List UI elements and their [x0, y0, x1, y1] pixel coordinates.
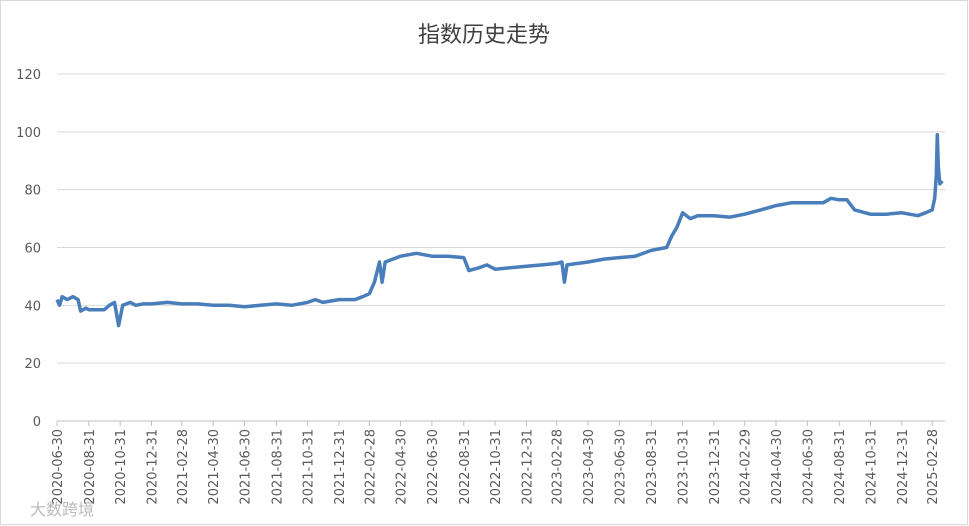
x-tick-label: 2024-10-31 [865, 429, 880, 505]
y-tick-label: 20 [24, 357, 41, 372]
y-tick-label: 100 [16, 126, 41, 141]
x-tick-label: 2023-12-31 [708, 429, 723, 505]
x-tick-label: 2020-08-31 [83, 429, 98, 505]
x-tick-label: 2020-10-31 [114, 429, 129, 505]
x-tick-label: 2022-06-30 [426, 429, 441, 505]
x-tick-label: 2023-02-28 [551, 429, 566, 505]
watermark: 大数跨境 [30, 500, 94, 519]
x-tick-label: 2021-12-31 [333, 429, 348, 505]
x-tick-label: 2024-06-30 [801, 429, 816, 505]
y-tick-label: 0 [33, 415, 41, 430]
x-tick-label: 2022-10-31 [489, 429, 504, 505]
x-tick-label: 2020-12-31 [146, 429, 161, 505]
x-tick-label: 2021-08-31 [270, 429, 285, 505]
x-tick-label: 2023-10-31 [677, 429, 692, 505]
x-tick-label: 2020-06-30 [51, 429, 66, 505]
x-tick-label: 2021-06-30 [238, 429, 253, 505]
x-tick-label: 2022-04-30 [395, 429, 410, 505]
y-tick-label: 60 [24, 242, 41, 257]
x-tick-label: 2022-08-31 [458, 429, 473, 505]
chart-title: 指数历史走势 [418, 23, 550, 48]
line-series [55, 132, 944, 328]
x-tick-label: 2023-04-30 [582, 429, 597, 505]
x-tick-label: 2024-12-31 [896, 429, 911, 505]
x-tick-label: 2022-02-28 [363, 429, 378, 505]
x-tick-label: 2023-06-30 [613, 429, 628, 505]
x-tick-label: 2021-10-31 [302, 429, 317, 505]
x-tick-label: 2025-02-28 [926, 429, 941, 505]
y-tick-label: 40 [24, 299, 41, 314]
x-tick-label: 2022-12-31 [520, 429, 535, 505]
x-tick-label: 2021-04-30 [207, 429, 222, 505]
x-tick-label: 2023-08-31 [645, 429, 660, 505]
y-tick-label: 120 [16, 68, 41, 83]
y-tick-label: 80 [24, 184, 41, 199]
x-tick-label: 2024-08-31 [833, 429, 848, 505]
x-tick-label: 2021-02-28 [176, 429, 191, 505]
x-tick-label: 2024-04-30 [770, 429, 785, 505]
x-tick-label: 2024-02-29 [739, 429, 754, 505]
